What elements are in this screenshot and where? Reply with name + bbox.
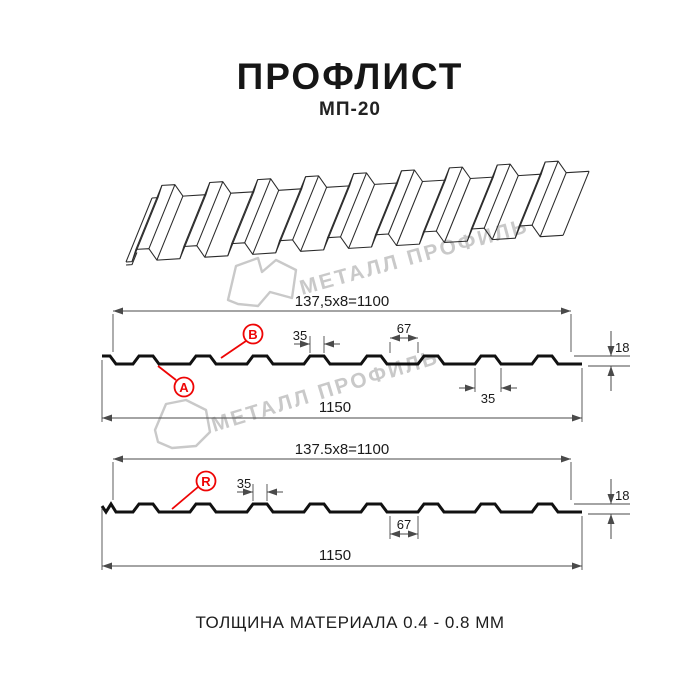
dim-rib-bottom-width: 35 <box>481 391 495 406</box>
dim-overall-width: 1150 <box>319 547 351 564</box>
section-label-b-circle <box>242 323 264 345</box>
dim-flat-width: 67 <box>397 517 411 532</box>
dim-rib-top-width: 35 <box>293 328 307 343</box>
section-label-a: A <box>179 380 189 395</box>
section-label-r: R <box>201 474 211 489</box>
dim-coverage-width: 137.5x8=1100 <box>295 441 389 458</box>
section-label-a-circle <box>173 376 195 398</box>
profile-section-bottom: 137.5x8=1100 35 67 1150 18 R <box>100 441 630 570</box>
dim-height: 18 <box>615 488 629 503</box>
profile-outline <box>102 354 582 366</box>
dim-coverage-width: 137,5x8=1100 <box>295 293 389 310</box>
metall-profil-logo-icon <box>226 256 298 308</box>
page-subtitle: МП-20 <box>319 99 381 120</box>
page-title: ПРОФЛИСТ <box>236 56 464 97</box>
section-label-b: B <box>248 327 257 342</box>
dim-overall-width: 1150 <box>319 399 351 416</box>
profile-outline <box>100 501 582 515</box>
metall-profil-logo-icon <box>153 398 212 450</box>
dim-rib-top-width: 35 <box>237 476 251 491</box>
dim-flat-width: 67 <box>397 321 411 336</box>
dim-height: 18 <box>615 340 629 355</box>
sheet-3d-view <box>125 160 590 266</box>
watermark-lower: МЕТАЛЛ ПРОФИЛЬ <box>153 346 442 450</box>
section-label-r-circle <box>195 470 217 492</box>
profile-section-top: 137,5x8=1100 35 67 35 1150 18 B <box>101 293 630 422</box>
thickness-note: ТОЛЩИНА МАТЕРИАЛА 0.4 - 0.8 ММ <box>195 613 505 632</box>
